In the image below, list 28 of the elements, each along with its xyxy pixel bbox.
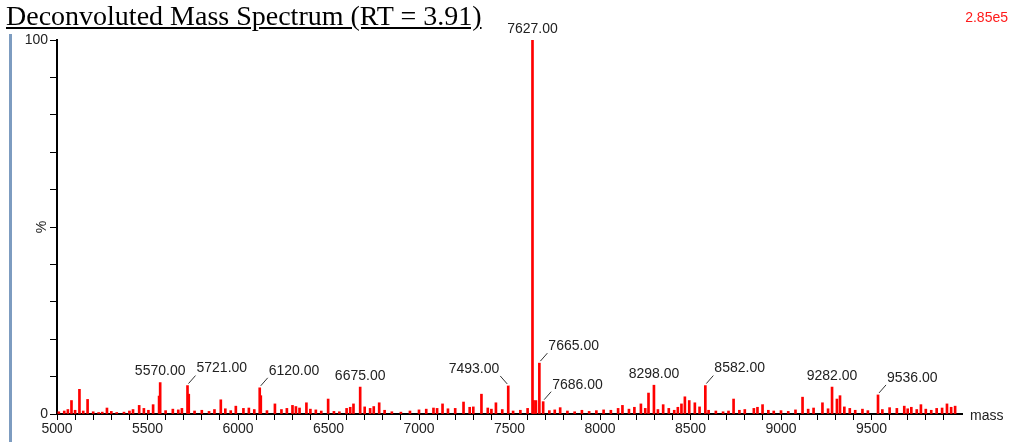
annotation: 5570.00 xyxy=(134,362,186,379)
annotation: 6120.00 xyxy=(268,361,320,378)
x-tick-label: 9500 xyxy=(855,420,888,437)
x-tick-label: 8500 xyxy=(674,420,707,437)
annotation: 7686.00 xyxy=(552,375,603,392)
x-tick-label: 8000 xyxy=(584,420,616,437)
annotation: 8582.00 xyxy=(714,359,766,376)
annotation: 8298.00 xyxy=(628,365,680,382)
x-tick-label: 6500 xyxy=(312,420,345,437)
annotation: 7627.00 xyxy=(507,19,558,36)
annotation: 6675.00 xyxy=(334,366,386,383)
x-tick-label: 7500 xyxy=(493,420,526,437)
y-tick-label: 100 xyxy=(24,30,49,47)
annotation: 7493.00 xyxy=(448,359,500,376)
x-tick-label: 7000 xyxy=(403,420,435,437)
annotation: 5721.00 xyxy=(196,359,248,376)
x-tick-label: 6000 xyxy=(222,420,254,437)
annotation: 9536.00 xyxy=(887,368,938,385)
x-tick-label: 9000 xyxy=(765,420,797,437)
x-axis-title: mass xyxy=(970,406,1004,423)
x-tick-label: 5000 xyxy=(41,420,73,437)
x-tick-label: 5500 xyxy=(131,420,164,437)
y-tick-label: 0 xyxy=(40,404,49,421)
text: 2.85e5 xyxy=(965,9,1009,25)
y-axis-title: % xyxy=(32,220,49,234)
annotation: 9282.00 xyxy=(806,366,858,383)
chart-title: Deconvoluted Mass Spectrum (RT = 3.91) xyxy=(6,0,482,32)
annotation: 7665.00 xyxy=(548,337,600,353)
